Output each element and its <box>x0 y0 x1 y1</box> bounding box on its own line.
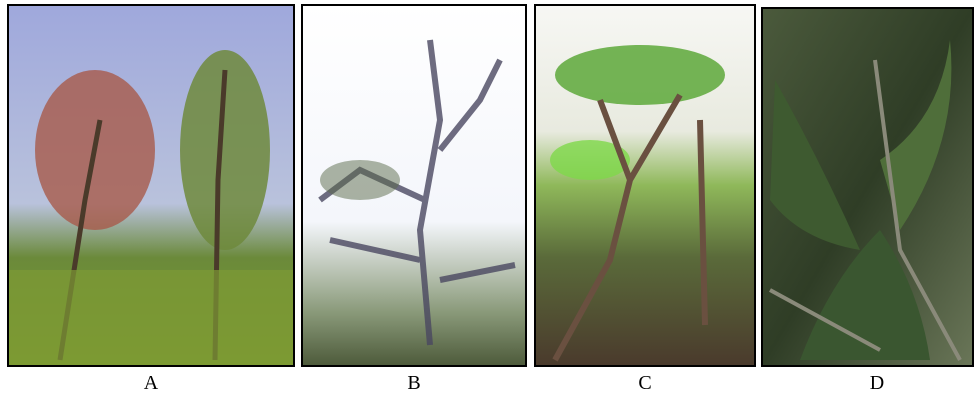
panel-label: C <box>638 372 651 394</box>
figure: A B C D <box>0 0 975 396</box>
panel-a <box>8 5 294 366</box>
panel-d <box>762 8 973 366</box>
panel-label: D <box>870 372 884 394</box>
panel-c <box>535 5 755 366</box>
panel-label: B <box>407 372 420 394</box>
panel-label: A <box>144 372 159 394</box>
panel-b <box>302 5 526 366</box>
